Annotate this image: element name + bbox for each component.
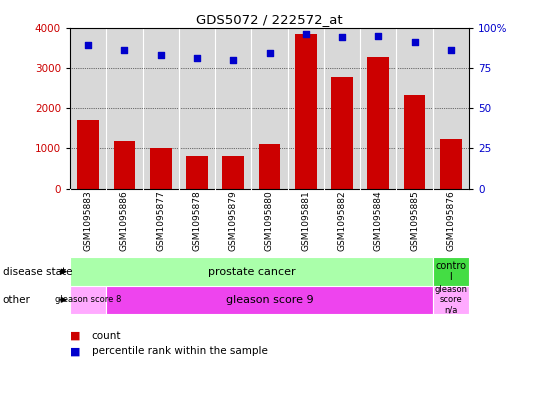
Bar (186, 156, 208, 189)
Bar (259, 143, 280, 189)
Bar (223, 156, 244, 189)
Point (338, 34, 347, 40)
Text: GSM1095881: GSM1095881 (301, 190, 310, 251)
Text: GSM1095879: GSM1095879 (229, 190, 238, 251)
Text: gleason score 9: gleason score 9 (226, 295, 313, 305)
Text: gleason
score
n/a: gleason score n/a (434, 285, 467, 315)
Point (229, 57, 238, 63)
Text: GSM1095877: GSM1095877 (156, 190, 165, 251)
Bar (77, 120, 99, 189)
Text: GSM1095883: GSM1095883 (84, 190, 93, 251)
Text: ■: ■ (70, 331, 80, 341)
Text: GSM1095878: GSM1095878 (192, 190, 202, 251)
Bar (404, 95, 425, 189)
Text: GSM1095884: GSM1095884 (374, 190, 383, 251)
Bar (70, 257, 433, 286)
Point (192, 55, 201, 61)
Bar (114, 141, 135, 189)
Text: ■: ■ (70, 346, 80, 356)
Text: count: count (92, 331, 121, 341)
Text: GSM1095876: GSM1095876 (446, 190, 455, 251)
Bar (295, 33, 316, 189)
Text: GSM1095886: GSM1095886 (120, 190, 129, 251)
Point (265, 50, 274, 57)
Bar (433, 257, 469, 286)
Text: contro
l: contro l (436, 261, 466, 282)
Text: GSM1095885: GSM1095885 (410, 190, 419, 251)
Bar (70, 286, 106, 314)
Text: prostate cancer: prostate cancer (208, 266, 295, 277)
Bar (150, 148, 171, 189)
Text: GSM1095882: GSM1095882 (337, 190, 347, 251)
Text: disease state: disease state (3, 266, 72, 277)
Text: other: other (3, 295, 31, 305)
Point (410, 39, 419, 45)
Point (446, 47, 455, 53)
Text: GSM1095880: GSM1095880 (265, 190, 274, 251)
Bar (433, 286, 469, 314)
Point (156, 52, 165, 58)
Bar (368, 57, 389, 189)
Title: GDS5072 / 222572_at: GDS5072 / 222572_at (196, 13, 343, 26)
Point (84, 42, 93, 48)
Text: gleason score 8: gleason score 8 (55, 296, 121, 304)
Text: percentile rank within the sample: percentile rank within the sample (92, 346, 267, 356)
Bar (440, 140, 462, 189)
Point (374, 32, 383, 39)
Bar (106, 286, 433, 314)
Point (120, 47, 129, 53)
Point (301, 31, 310, 37)
Bar (331, 77, 353, 189)
